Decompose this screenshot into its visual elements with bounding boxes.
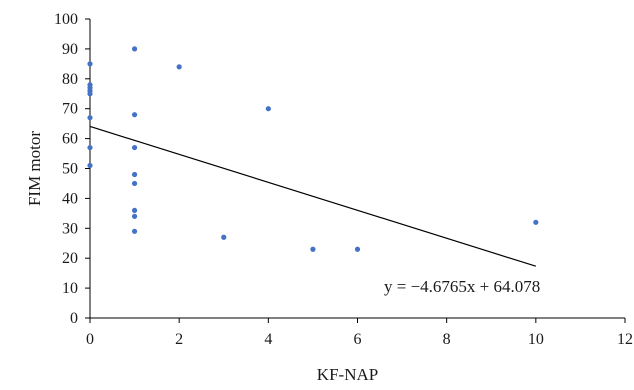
y-axis-title: FIM motor [25, 131, 44, 206]
data-point [265, 106, 271, 112]
data-point [131, 180, 138, 187]
data-point [533, 219, 539, 225]
y-tick-label: 60 [62, 131, 78, 148]
y-tick-label: 40 [62, 190, 78, 207]
axes [89, 19, 625, 319]
y-tick-label: 20 [62, 250, 78, 267]
trendline-group [89, 125, 537, 267]
y-tick-label: 90 [62, 41, 78, 58]
x-tick-label: 4 [264, 331, 272, 348]
y-tick-label: 100 [54, 11, 78, 28]
data-point [310, 246, 316, 252]
data-point [176, 64, 182, 70]
x-tick-label: 8 [443, 331, 451, 348]
data-point [354, 246, 361, 252]
data-point [87, 144, 93, 151]
y-ticks: 0 10 20 30 40 50 60 70 80 90 100 [54, 11, 90, 327]
y-tick-label: 10 [62, 280, 78, 297]
data-point [131, 228, 138, 234]
data-point [131, 112, 138, 118]
y-tick-label: 0 [70, 310, 78, 327]
data-point [87, 61, 93, 67]
data-point [131, 46, 138, 52]
x-tick-label: 12 [617, 331, 633, 348]
data-point [87, 115, 93, 121]
y-tick-label: 70 [62, 101, 78, 118]
data-point [87, 91, 93, 97]
x-axis-title: KF-NAP [317, 365, 378, 384]
data-point [131, 144, 138, 151]
data-point [131, 207, 138, 213]
x-tick-label: 0 [86, 331, 94, 348]
y-tick-label: 50 [62, 161, 78, 178]
data-point [221, 234, 227, 240]
data-point [131, 213, 138, 219]
x-ticks: 0 2 4 6 8 10 12 [86, 318, 633, 348]
data-point [87, 162, 93, 169]
x-tick-label: 10 [528, 331, 544, 348]
x-tick-label: 2 [175, 331, 183, 348]
trendline [89, 125, 537, 267]
trendline-equation: y = −4.6765x + 64.078 [384, 277, 540, 296]
data-points [87, 46, 539, 252]
x-tick-label: 6 [354, 331, 362, 348]
y-tick-label: 80 [62, 71, 78, 88]
y-tick-label: 30 [62, 220, 78, 237]
data-point [131, 171, 138, 178]
